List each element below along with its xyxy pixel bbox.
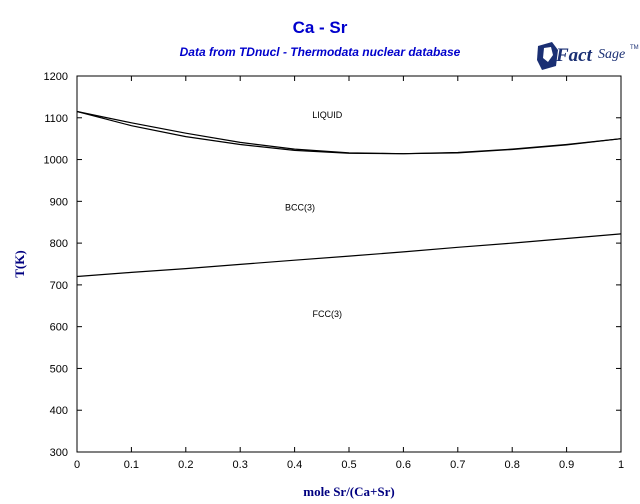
chart-subtitle: Data from TDnucl - Thermodata nuclear da…	[179, 45, 461, 59]
phase-label: FCC(3)	[312, 309, 342, 319]
x-tick-label: 0.8	[505, 459, 520, 471]
phase-boundary-line	[76, 233, 622, 278]
logo-text-sage: Sage	[598, 47, 626, 62]
logo-text-fact: Fact	[556, 45, 592, 66]
x-tick-label: 0.1	[124, 459, 139, 471]
phase-label: LIQUID	[312, 110, 343, 120]
y-tick-label: 700	[50, 280, 68, 292]
y-tick-label: 1000	[44, 155, 68, 167]
plot-frame	[76, 75, 622, 453]
y-tick-label: 400	[50, 405, 68, 417]
x-tick-label: 0.6	[396, 459, 411, 471]
x-tick-label: 0.3	[233, 459, 248, 471]
x-axis-title: mole Sr/(Ca+Sr)	[303, 484, 395, 499]
x-tick-label: 0.4	[287, 459, 302, 471]
factsage-logo-icon	[537, 42, 558, 70]
y-tick-label: 900	[50, 196, 68, 208]
y-axis-title: T(K)	[12, 250, 27, 277]
x-tick-label: 0.5	[341, 459, 356, 471]
y-tick-label: 1200	[44, 71, 68, 83]
x-tick-label: 0.2	[178, 459, 193, 471]
x-tick-label: 1	[618, 459, 624, 471]
phase-boundary-line	[76, 110, 622, 155]
y-tick-label: 300	[50, 447, 68, 459]
x-tick-label: 0.7	[450, 459, 465, 471]
phase-label: BCC(3)	[285, 203, 315, 213]
factsage-logo: Fact Sage TM	[536, 40, 639, 74]
x-tick-label: 0.9	[559, 459, 574, 471]
y-tick-label: 800	[50, 238, 68, 250]
y-tick-label: 600	[50, 322, 68, 334]
logo-trademark: TM	[630, 45, 639, 51]
y-tick-label: 1100	[44, 113, 68, 125]
y-tick-label: 500	[50, 363, 68, 375]
chart-title: Ca - Sr	[292, 18, 348, 37]
x-tick-label: 0	[74, 459, 80, 471]
